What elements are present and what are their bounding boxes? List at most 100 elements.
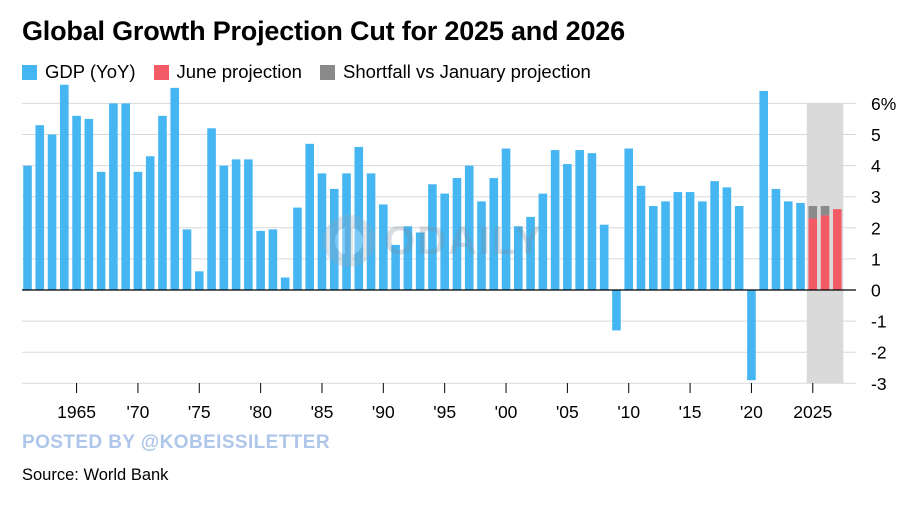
x-tick-label: '95 <box>433 402 456 422</box>
legend-swatch-shortfall <box>319 64 335 80</box>
legend-item-shortfall: Shortfall vs January projection <box>319 61 591 83</box>
y-tick-label: 2 <box>871 218 881 238</box>
shortfall-bar <box>820 206 830 216</box>
gdp-bar <box>575 150 584 290</box>
gdp-bar <box>158 115 167 290</box>
gdp-bar <box>563 164 572 290</box>
legend-swatch-gdp <box>22 64 37 80</box>
gdp-bar <box>612 290 621 331</box>
gdp-bar <box>673 192 683 290</box>
gdp-bar <box>526 216 535 290</box>
gdp-bar <box>366 173 376 290</box>
y-tick-label: 6% <box>871 94 896 114</box>
gdp-bar <box>379 204 388 290</box>
gdp-bar <box>256 230 265 290</box>
gdp-bar <box>599 224 609 290</box>
gdp-bar <box>391 244 400 290</box>
odaily-watermark: ODAILY <box>320 212 543 270</box>
gdp-bar <box>35 125 45 290</box>
gdp-bar <box>514 226 523 290</box>
gdp-bar <box>244 159 253 290</box>
odaily-logo-icon <box>323 215 375 267</box>
gdp-bar <box>121 103 130 291</box>
gdp-bar <box>636 185 646 290</box>
gdp-bar <box>698 201 707 290</box>
source-note: Source: World Bank <box>22 466 169 484</box>
y-tick-label: 3 <box>871 187 881 207</box>
gdp-bar <box>587 153 597 290</box>
gdp-bar <box>354 146 364 290</box>
gdp-bar <box>145 156 155 290</box>
gdp-bar <box>415 232 425 290</box>
x-tick-label: 2025 <box>793 402 832 422</box>
legend: GDP (YoY) June projection Shortfall vs J… <box>22 60 609 84</box>
x-tick-label: '75 <box>188 402 211 422</box>
gdp-bar <box>538 193 548 290</box>
gdp-bar <box>268 229 278 290</box>
gdp-bar <box>710 181 719 290</box>
y-tick-label: -2 <box>871 343 887 363</box>
gdp-bar <box>783 201 793 290</box>
gdp-bar <box>722 187 732 290</box>
x-tick-label: '90 <box>372 402 395 422</box>
june-projection-bar <box>820 215 830 290</box>
y-tick-label: -1 <box>871 312 887 332</box>
gdp-bar <box>452 178 462 290</box>
gdp-bar <box>624 148 634 290</box>
x-tick-label: '70 <box>127 402 150 422</box>
gdp-bar <box>231 159 241 290</box>
x-tick-label: '15 <box>679 402 702 422</box>
legend-item-june: June projection <box>153 61 302 83</box>
gdp-bar <box>550 150 560 290</box>
gdp-bar <box>305 143 315 290</box>
y-tick-label: 1 <box>871 249 881 269</box>
y-tick-label: 5 <box>871 125 881 145</box>
chart-title: Global Growth Projection Cut for 2025 an… <box>22 16 625 46</box>
gdp-bar <box>207 128 216 290</box>
gdp-bar <box>661 201 670 290</box>
legend-swatch-june <box>153 64 169 80</box>
x-tick-label: '80 <box>249 402 272 422</box>
posted-by-watermark: POSTED BY @KOBEISSILETTER <box>22 432 330 453</box>
gdp-bar <box>477 201 486 290</box>
legend-label-shortfall: Shortfall vs January projection <box>342 61 591 82</box>
gdp-bar <box>796 202 805 290</box>
gdp-bar <box>60 84 69 291</box>
gdp-bar <box>403 226 413 290</box>
gdp-bar <box>771 188 781 290</box>
gdp-bar <box>440 193 449 290</box>
gdp-bar <box>329 188 339 290</box>
gdp-bar <box>734 206 744 290</box>
gdp-bar <box>293 207 302 290</box>
gdp-bar <box>464 165 474 290</box>
gdp-bar <box>84 118 94 290</box>
x-tick-label: '85 <box>311 402 334 422</box>
gdp-bar <box>648 206 658 290</box>
gdp-bar <box>47 134 57 290</box>
gdp-bar <box>23 165 32 290</box>
odaily-logo-text: ODAILY <box>384 218 544 263</box>
y-tick-label: -3 <box>871 374 887 394</box>
legend-label-gdp: GDP (YoY) <box>45 61 136 82</box>
gdp-bar <box>280 277 290 290</box>
legend-label-june: June projection <box>176 61 302 82</box>
june-projection-bar <box>808 218 818 290</box>
legend-item-gdp: GDP (YoY) <box>22 61 136 83</box>
x-tick-label: '00 <box>495 402 518 422</box>
y-tick-label: 4 <box>871 156 881 176</box>
gdp-bar <box>72 115 81 290</box>
x-tick-label: '10 <box>617 402 640 422</box>
gdp-bar <box>428 184 437 290</box>
gdp-bar <box>182 229 192 290</box>
gdp-bar <box>219 165 229 290</box>
gdp-bar <box>342 173 351 290</box>
gdp-bar <box>317 173 327 290</box>
gdp-bar <box>109 103 118 291</box>
gdp-bar <box>747 290 756 381</box>
gdp-bar <box>170 87 180 290</box>
gdp-bar <box>685 192 695 290</box>
x-tick-label: 1965 <box>57 402 96 422</box>
shortfall-bar <box>808 206 818 219</box>
june-projection-bar <box>833 209 842 290</box>
